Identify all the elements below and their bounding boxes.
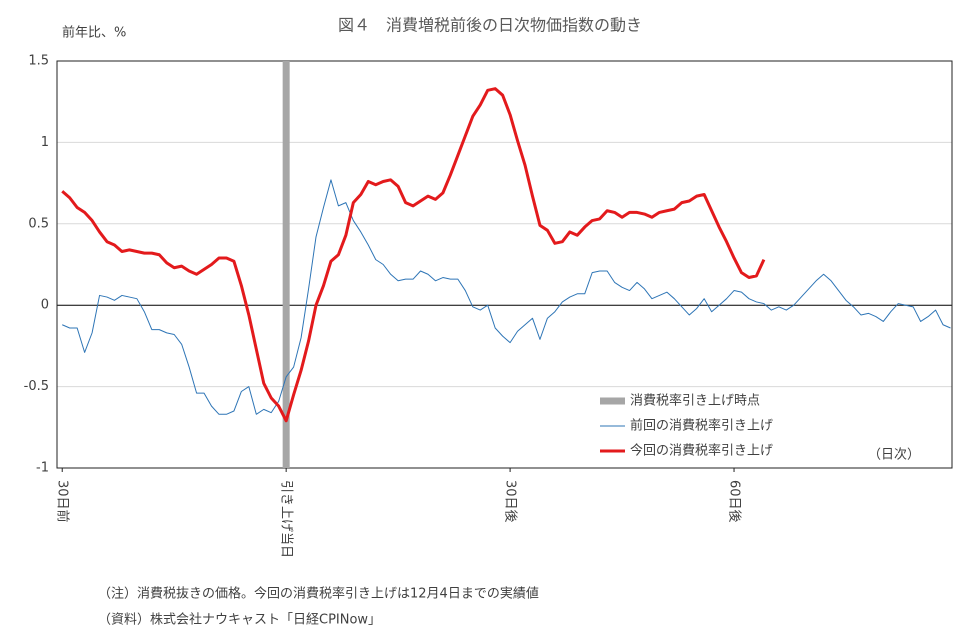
x-note: （日次） <box>868 447 920 463</box>
chart-title: 図４ 消費増税前後の日次物価指数の動き <box>338 16 642 35</box>
series-line <box>61 87 766 423</box>
legend-label: 前回の消費税率引き上げ <box>630 418 773 434</box>
note: （資料）株式会社ナウキャスト「日経CPINow」 <box>98 612 381 628</box>
y-tick-label: 1 <box>41 135 49 150</box>
y-tick-label: 0 <box>41 298 49 313</box>
note: （注）消費税抜きの価格。今回の消費税率引き上げは12月4日までの実績値 <box>98 586 539 602</box>
y-axis-label: 前年比、% <box>62 25 126 41</box>
legend-label: 今回の消費税率引き上げ <box>630 443 773 459</box>
y-tick-label: 1.5 <box>28 54 49 69</box>
legend-label: 消費税率引き上げ時点 <box>630 393 760 409</box>
series-line <box>62 179 951 415</box>
x-tick-label: 30日後 <box>503 480 518 523</box>
x-tick-label: 60日後 <box>727 480 742 523</box>
y-tick-label: -0.5 <box>24 379 49 394</box>
y-tick-label: -1 <box>36 461 49 476</box>
x-tick-label: 引き上げ当日 <box>279 480 294 558</box>
x-tick-label: 30日前 <box>55 480 71 523</box>
y-tick-label: 0.5 <box>28 216 49 231</box>
plot-frame <box>56 60 953 469</box>
